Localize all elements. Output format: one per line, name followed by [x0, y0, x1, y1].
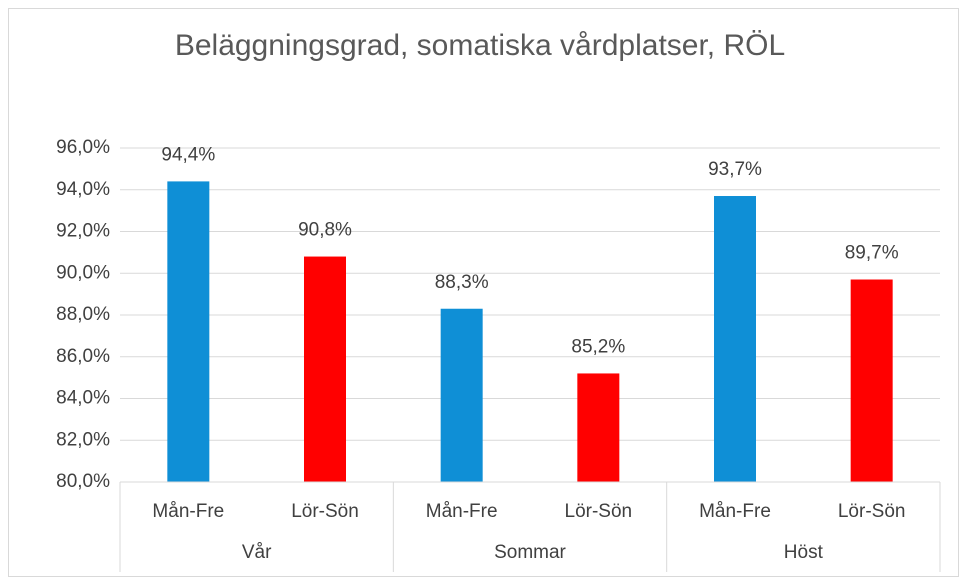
y-tick-label: 86,0%: [56, 346, 110, 367]
y-tick-label: 92,0%: [56, 221, 110, 242]
chart-title: Beläggningsgrad, somatiska vårdplatser, …: [174, 29, 786, 62]
group-label: Höst: [784, 542, 824, 563]
x-tick-label: Lör-Sön: [291, 501, 359, 522]
x-tick-label: Lör-Sön: [838, 501, 906, 522]
y-tick-label: 84,0%: [56, 388, 110, 409]
data-label: 93,7%: [708, 159, 762, 180]
x-tick-label: Lör-Sön: [565, 501, 633, 522]
data-label: 89,7%: [845, 243, 899, 264]
bar: [440, 308, 483, 482]
x-tick-label: Mån-Fre: [699, 501, 771, 522]
data-label: 88,3%: [435, 272, 489, 293]
data-label: 90,8%: [298, 220, 352, 241]
y-tick-label: 94,0%: [56, 179, 110, 200]
group-label: Sommar: [494, 542, 566, 563]
y-tick-label: 80,0%: [56, 471, 110, 492]
group-label: Vår: [242, 542, 272, 563]
bar: [714, 196, 756, 482]
bar: [577, 373, 620, 482]
chart-border: [8, 8, 959, 577]
y-tick-label: 90,0%: [56, 262, 110, 283]
y-tick-label: 88,0%: [56, 304, 110, 325]
bar: [850, 279, 893, 482]
x-tick-label: Mån-Fre: [426, 501, 498, 522]
y-tick-label: 96,0%: [56, 137, 110, 158]
data-label: 85,2%: [571, 336, 625, 357]
x-tick-label: Mån-Fre: [152, 501, 224, 522]
data-label: 94,4%: [161, 144, 215, 165]
y-tick-label: 82,0%: [56, 429, 110, 450]
bar: [167, 181, 210, 482]
bar: [304, 256, 346, 482]
